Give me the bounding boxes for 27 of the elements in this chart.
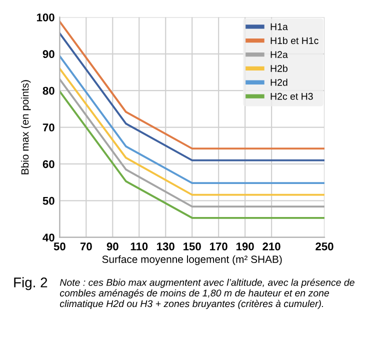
y-tick-label: 60 — [42, 160, 54, 168]
text: Note : ces Bbio max augmentent avec l’altitude, avec la présence de combles aménagés de moins de 1,80 m de hauteur et en zone climatique H2d ou H3 + zones bruyantes (critères à cumuler). — [60, 278, 354, 310]
x-tick-label: 150 — [184, 242, 201, 250]
x-tick-label: 190 — [236, 242, 254, 250]
x-tick-label: 210 — [262, 242, 280, 250]
y-tick-label: 50 — [42, 196, 54, 205]
legend-label: H1a — [270, 23, 288, 30]
y-axis-title: Bbio max (en points) — [21, 80, 31, 174]
y-tick-label: 90 — [42, 50, 54, 58]
y-tick-label: 100 — [36, 13, 54, 22]
x-tick-label: 250 — [316, 242, 334, 250]
legend-label: H2a — [270, 51, 288, 58]
legend-label: H2d — [270, 78, 288, 86]
x-tick-label: 130 — [157, 242, 174, 250]
x-axis-title: Surface moyenne logement (m² SHAB) — [102, 255, 282, 266]
x-tick-label: 70 — [80, 242, 92, 250]
x-tick-label: 90 — [106, 242, 118, 250]
x-tick-label: 110 — [130, 242, 148, 250]
legend-label: H2c et H3 — [270, 92, 313, 100]
legend-label: H2b — [270, 64, 288, 72]
caption: Fig. 2 — [14, 277, 48, 290]
y-tick-label: 70 — [42, 124, 54, 132]
x-tick-label: 170 — [210, 242, 228, 250]
legend-label: H1b et H1c — [270, 36, 318, 44]
y-tick-label: 80 — [42, 86, 54, 95]
x-tick-label: 50 — [54, 242, 66, 250]
y-tick-label: 40 — [42, 234, 54, 242]
